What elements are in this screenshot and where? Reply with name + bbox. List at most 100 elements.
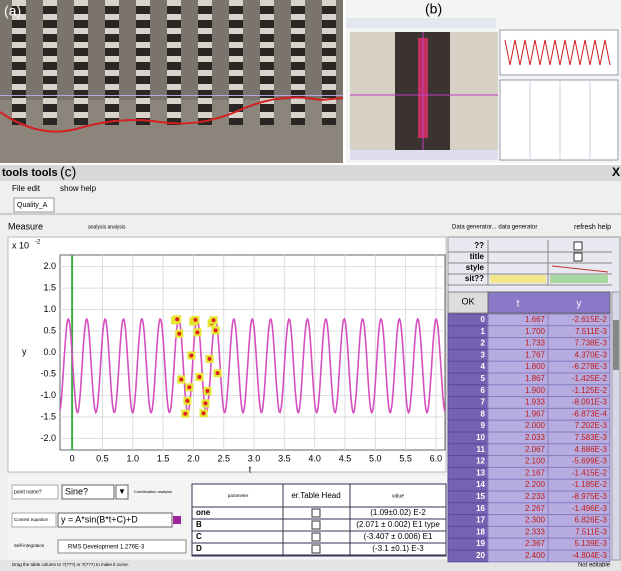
style-swatch bbox=[490, 275, 546, 283]
row-index: 16 bbox=[476, 504, 485, 513]
status-mode: Not editable bbox=[578, 563, 611, 569]
y-tick-label: -1.5 bbox=[40, 411, 56, 421]
row-index: 17 bbox=[476, 516, 485, 525]
y-tick-label: 1.0 bbox=[43, 304, 56, 314]
param-checkbox[interactable] bbox=[312, 545, 320, 553]
y-tick-label: 1.5 bbox=[43, 282, 56, 292]
row-index: 6 bbox=[481, 386, 486, 395]
cell-t: 2.300 bbox=[525, 516, 546, 525]
cell-t: 1.900 bbox=[525, 386, 546, 395]
y-tick-label: -2.0 bbox=[40, 433, 56, 443]
data-point bbox=[195, 373, 203, 381]
cell-t: 2.267 bbox=[525, 504, 546, 513]
param-value: (2.071 ± 0.002) E1 type bbox=[356, 520, 440, 529]
rms: RMS Development 1.276E-3 bbox=[68, 545, 145, 551]
setting-label: sit?? bbox=[465, 274, 484, 283]
row-index: 4 bbox=[481, 362, 486, 371]
point-dot bbox=[185, 399, 189, 403]
screenshot-b bbox=[346, 0, 621, 163]
status-hint: Drag the table column to ?(???) or ?(???… bbox=[12, 562, 129, 567]
cell-y: -1.185E-2 bbox=[572, 480, 608, 489]
cell-t: 2.367 bbox=[525, 539, 546, 548]
column-header: value bbox=[392, 493, 404, 499]
data-point bbox=[191, 316, 199, 324]
row-index: 7 bbox=[481, 398, 486, 407]
point-dot bbox=[193, 318, 197, 322]
menu-item[interactable]: show help bbox=[60, 184, 97, 193]
y-tick-label: 2.0 bbox=[43, 261, 56, 271]
y-tick-label: 0.0 bbox=[43, 347, 56, 357]
x-tick-label: 2.5 bbox=[217, 453, 230, 463]
param-value: (-3.1 ±0.1) E-3 bbox=[372, 544, 424, 553]
cell-t: 2.100 bbox=[525, 457, 546, 466]
x-tick-label: 5.5 bbox=[399, 453, 412, 463]
close-button[interactable]: X bbox=[612, 165, 620, 179]
cell-y: 7.511E-3 bbox=[575, 527, 607, 536]
point-dot bbox=[183, 412, 187, 416]
y-scale-exponent: -2 bbox=[35, 240, 41, 246]
cell-y: 4.686E-3 bbox=[575, 445, 608, 454]
row-index: 1 bbox=[481, 327, 486, 336]
x-tick-label: 6.0 bbox=[430, 453, 443, 463]
y-scale: x 10 bbox=[12, 240, 29, 250]
cell-y: -8.975E-3 bbox=[572, 492, 608, 501]
point-dot bbox=[197, 375, 201, 379]
setting-label: ?? bbox=[474, 241, 484, 250]
row-index: 0 bbox=[481, 315, 486, 324]
row-index: 12 bbox=[476, 457, 485, 466]
toolbar-button[interactable]: Measure bbox=[8, 221, 43, 231]
cell-t: 1.800 bbox=[525, 362, 546, 371]
checkbox[interactable] bbox=[574, 253, 582, 261]
row-index: 8 bbox=[481, 409, 486, 418]
cell-t: 1.867 bbox=[525, 374, 546, 383]
row-index: 11 bbox=[477, 445, 486, 454]
column-header: parameter bbox=[228, 493, 249, 498]
cell-y: -4.804E-3 bbox=[572, 551, 608, 560]
x-tick-label: 5.0 bbox=[369, 453, 382, 463]
data-point bbox=[204, 387, 212, 395]
point-dot bbox=[204, 401, 208, 405]
param-checkbox[interactable] bbox=[312, 521, 320, 529]
point-dot bbox=[179, 377, 183, 381]
title-bar bbox=[0, 165, 621, 181]
row-index: 18 bbox=[476, 527, 485, 536]
point-dot bbox=[189, 353, 193, 357]
cell-t: 1.767 bbox=[525, 350, 546, 359]
fit-name: Sine? bbox=[65, 486, 88, 496]
panel-label: (a) bbox=[4, 3, 21, 19]
row-index: 19 bbox=[476, 539, 485, 548]
param-checkbox[interactable] bbox=[312, 533, 320, 541]
field-label: point name? bbox=[14, 489, 42, 495]
data-point bbox=[212, 326, 220, 334]
ok-button[interactable]: OK bbox=[461, 296, 474, 306]
checkbox[interactable] bbox=[574, 242, 582, 250]
column-header: y bbox=[577, 299, 582, 310]
param-name: D bbox=[196, 544, 202, 553]
menu-item[interactable]: File edit bbox=[12, 184, 41, 193]
x-tick-label: 1.5 bbox=[157, 453, 170, 463]
data-point bbox=[187, 351, 195, 359]
window-title: tools tools bbox=[2, 167, 58, 179]
param-name: C bbox=[196, 532, 202, 541]
panel-label: (c) bbox=[60, 164, 76, 180]
field-label: Contest equation bbox=[14, 517, 49, 522]
y-axis-label: y bbox=[22, 346, 27, 356]
column-header: t bbox=[517, 299, 520, 310]
dropdown-icon: ▼ bbox=[118, 487, 126, 496]
x-tick-label: 4.5 bbox=[339, 453, 352, 463]
toolbar-button[interactable]: refresh help bbox=[574, 224, 611, 231]
cell-t: 1.733 bbox=[525, 339, 546, 348]
point-dot bbox=[187, 385, 191, 389]
cell-y: -1.425E-2 bbox=[572, 374, 608, 383]
cell-t: 2.333 bbox=[525, 527, 546, 536]
toolbar-button[interactable]: Data generator... data generator bbox=[452, 225, 537, 231]
param-checkbox[interactable] bbox=[312, 509, 320, 517]
cell-t: 1.933 bbox=[525, 398, 546, 407]
toolbar-button[interactable]: analysis analysis bbox=[88, 224, 126, 230]
field-label: Combination analysis bbox=[134, 489, 172, 494]
point-dot bbox=[202, 411, 206, 415]
x-tick-label: 3.5 bbox=[278, 453, 291, 463]
scroll-thumb bbox=[613, 320, 619, 370]
cell-t: 2.167 bbox=[525, 468, 546, 477]
data-point bbox=[193, 328, 201, 336]
